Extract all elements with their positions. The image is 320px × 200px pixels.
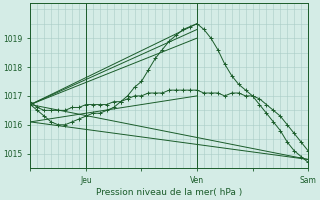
X-axis label: Pression niveau de la mer( hPa ): Pression niveau de la mer( hPa ) <box>96 188 242 197</box>
